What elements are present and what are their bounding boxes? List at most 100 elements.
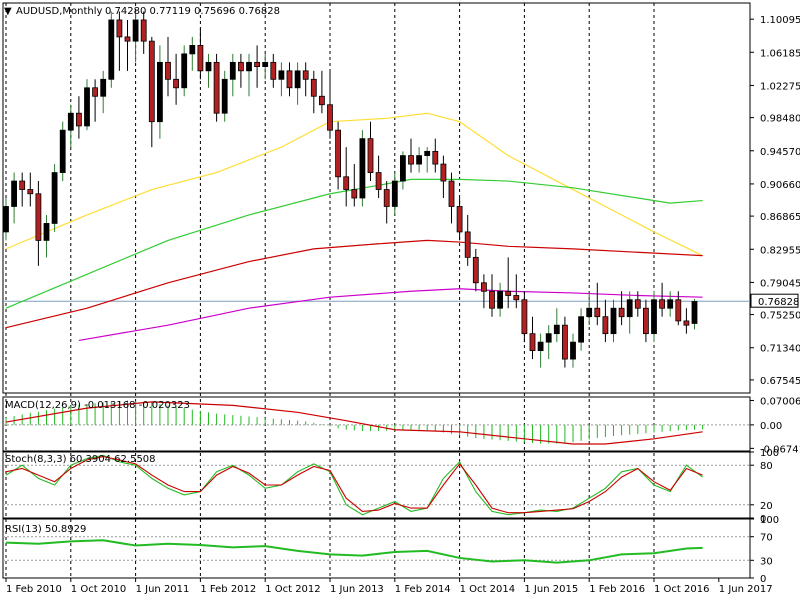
indicator-headers: MACD(12,26,9) -0.013168 -0.020323 Stoch(… (5, 400, 190, 535)
candle-bear (643, 307, 649, 335)
price-tick-label: 0.86865 (760, 212, 800, 223)
candle-bull (416, 155, 423, 165)
candle-bear (456, 206, 463, 233)
ohlc-readout: 0.74280 0.77119 0.75696 0.76828 (105, 6, 280, 17)
candle-bear (35, 193, 42, 241)
time-axis: 1 Feb 2010 1 Oct 2010 1 Jun 2011 1 Feb 2012… (5, 578, 773, 595)
osc-tick-label: 20 (760, 501, 773, 512)
current-price-text: 0.76828 (758, 297, 799, 308)
candle-bull (51, 172, 58, 224)
symbol-label: AUDUSD,Monthly (16, 6, 103, 17)
candle-bull (294, 70, 301, 89)
candle-bear (173, 78, 180, 89)
current-price-tag: 0.76828 (750, 293, 799, 308)
candle-bear (343, 176, 350, 190)
candle-bull (43, 223, 50, 241)
menu-arrow-icon[interactable]: ▼ (4, 6, 12, 17)
candle-bull (553, 324, 560, 335)
candle-bull (108, 19, 115, 80)
candle-bear (594, 307, 601, 318)
candle-bull (221, 78, 228, 114)
candle-bear (335, 129, 342, 178)
candle-bull (181, 53, 188, 89)
rsi-header: RSI(13) 50.8929 (5, 524, 86, 535)
moving-average-line (5, 178, 703, 309)
panel-frame-main (2, 2, 751, 394)
candle-bull (667, 299, 674, 309)
price-tick-label: 0.71340 (760, 344, 800, 355)
time-tick-label: 1 Jun 2017 (719, 584, 773, 595)
candle-bull (626, 299, 633, 318)
time-tick-label: 1 Oct 2014 (460, 584, 515, 595)
candle-bear (19, 180, 26, 190)
macd-signal-line (5, 401, 703, 445)
macd-tick-label: -0.067418 (760, 444, 800, 455)
main-header: ▼ AUDUSD,Monthly 0.74280 0.77119 0.75696… (4, 6, 280, 17)
price-tick-label: 0.67545 (760, 376, 800, 387)
candle-bear (513, 295, 520, 301)
candle-bull (424, 150, 431, 157)
candle-bear (140, 19, 147, 42)
stoch-main-line (5, 454, 703, 516)
moving-average-line (5, 112, 703, 257)
candle-bear (27, 189, 34, 195)
candle-bear (124, 36, 131, 42)
candle-bull (691, 301, 698, 324)
osc-tick-label: 100 (760, 515, 779, 526)
candle-bull (246, 61, 252, 72)
osc-tick-label: 70 (760, 533, 773, 544)
panel-frame-macd (2, 396, 751, 452)
moving-averages (5, 112, 703, 342)
candle-bear (489, 290, 495, 309)
candle-bull (578, 316, 584, 343)
candle-bear (472, 256, 479, 284)
candle-bear (76, 112, 82, 127)
price-tick-label: 0.82955 (760, 245, 800, 256)
candle-bull (586, 307, 593, 318)
candle-bull (651, 299, 657, 335)
candle-bear (367, 138, 374, 173)
candle-bear (602, 316, 609, 335)
candle-bear (432, 150, 439, 165)
candle-bear (529, 333, 536, 352)
candle-bull (497, 290, 504, 309)
candle-bear (92, 87, 98, 97)
moving-average-line (78, 288, 703, 342)
candle-bear (375, 172, 382, 190)
candle-bear (505, 290, 512, 296)
moving-average-line (5, 239, 703, 329)
candle-bull (189, 44, 196, 55)
osc-tick-label: 0 (760, 514, 766, 525)
candle-bull (391, 180, 398, 207)
time-tick-label: 1 Jun 2013 (330, 584, 384, 595)
candle-bear (302, 70, 309, 80)
price-tick-label: 1.02275 (760, 81, 800, 92)
candle-bull (3, 206, 9, 233)
candle-bear (165, 61, 171, 80)
time-tick-label: 1 Oct 2010 (71, 584, 126, 595)
candle-bear (254, 61, 261, 67)
macd-header: MACD(12,26,9) -0.013168 -0.020323 (5, 400, 190, 411)
candle-bear (408, 155, 414, 165)
price-candles (3, 11, 698, 368)
candle-bull (399, 155, 406, 182)
macd-panel: 0.070069 0.00 -0.067418 (3, 396, 800, 455)
vertical-grid (3, 3, 750, 578)
candle-bull (570, 341, 576, 360)
candle-bear (383, 189, 390, 207)
price-tick-label: 0.75250 (760, 311, 800, 322)
candle-bear (675, 299, 682, 322)
macd-tick-label: 0.070069 (760, 396, 800, 407)
candle-bull (359, 138, 366, 199)
time-tick-label: 1 Feb 2010 (6, 584, 62, 595)
candle-bear (327, 104, 333, 131)
osc-tick-label: 80 (760, 461, 773, 472)
candle-bear (659, 299, 665, 309)
candle-bull (11, 180, 18, 207)
price-tick-label: 0.94570 (760, 147, 800, 158)
candle-bull (59, 129, 66, 173)
candle-bull (545, 333, 552, 343)
price-tick-label: 1.06185 (760, 48, 800, 59)
candle-bear (116, 19, 123, 38)
